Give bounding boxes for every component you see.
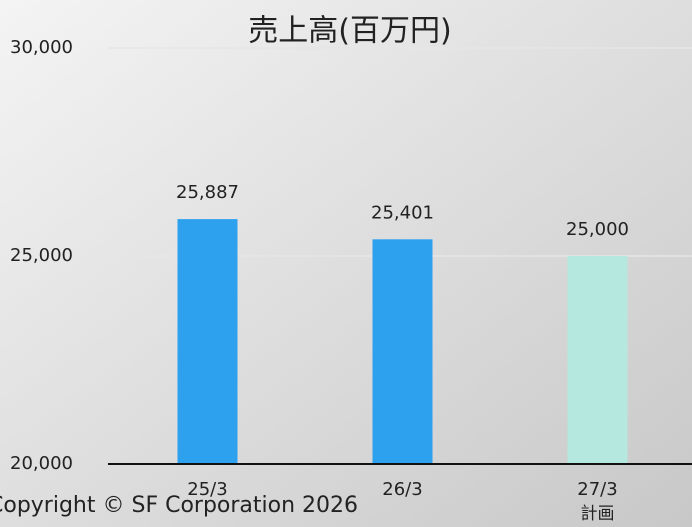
x-tick-label: 26/3 [382,479,422,500]
footer: Copyright © SF Corporation 2026 [0,493,358,518]
x-tick-label: 27/3 [577,479,617,500]
x-tick-note: 計画 [581,504,615,524]
x-tick-label: 25/3 [187,479,227,500]
data-label: 25,000 [566,219,629,240]
data-label: 25,401 [371,202,434,223]
y-tick-label: 25,000 [10,245,73,266]
y-tick-label: 20,000 [10,453,73,474]
y-tick-label: 30,000 [10,37,73,58]
data-label: 25,887 [176,182,239,203]
bar [567,256,628,464]
bar [177,219,238,464]
bar [372,239,433,464]
chart-title: 売上高(百万円) [248,14,451,49]
